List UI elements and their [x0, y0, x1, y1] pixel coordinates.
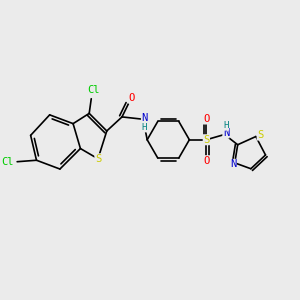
Text: S: S [203, 135, 209, 145]
Text: O: O [203, 114, 209, 124]
Text: H: H [223, 121, 229, 130]
Text: H: H [142, 123, 147, 132]
Text: S: S [257, 130, 263, 140]
Text: O: O [203, 156, 209, 166]
Text: S: S [95, 154, 101, 164]
Text: N: N [230, 159, 236, 170]
Text: N: N [141, 113, 148, 123]
Text: Cl: Cl [87, 85, 100, 95]
Text: O: O [129, 94, 135, 103]
Text: Cl: Cl [1, 157, 13, 167]
Text: N: N [223, 128, 229, 138]
